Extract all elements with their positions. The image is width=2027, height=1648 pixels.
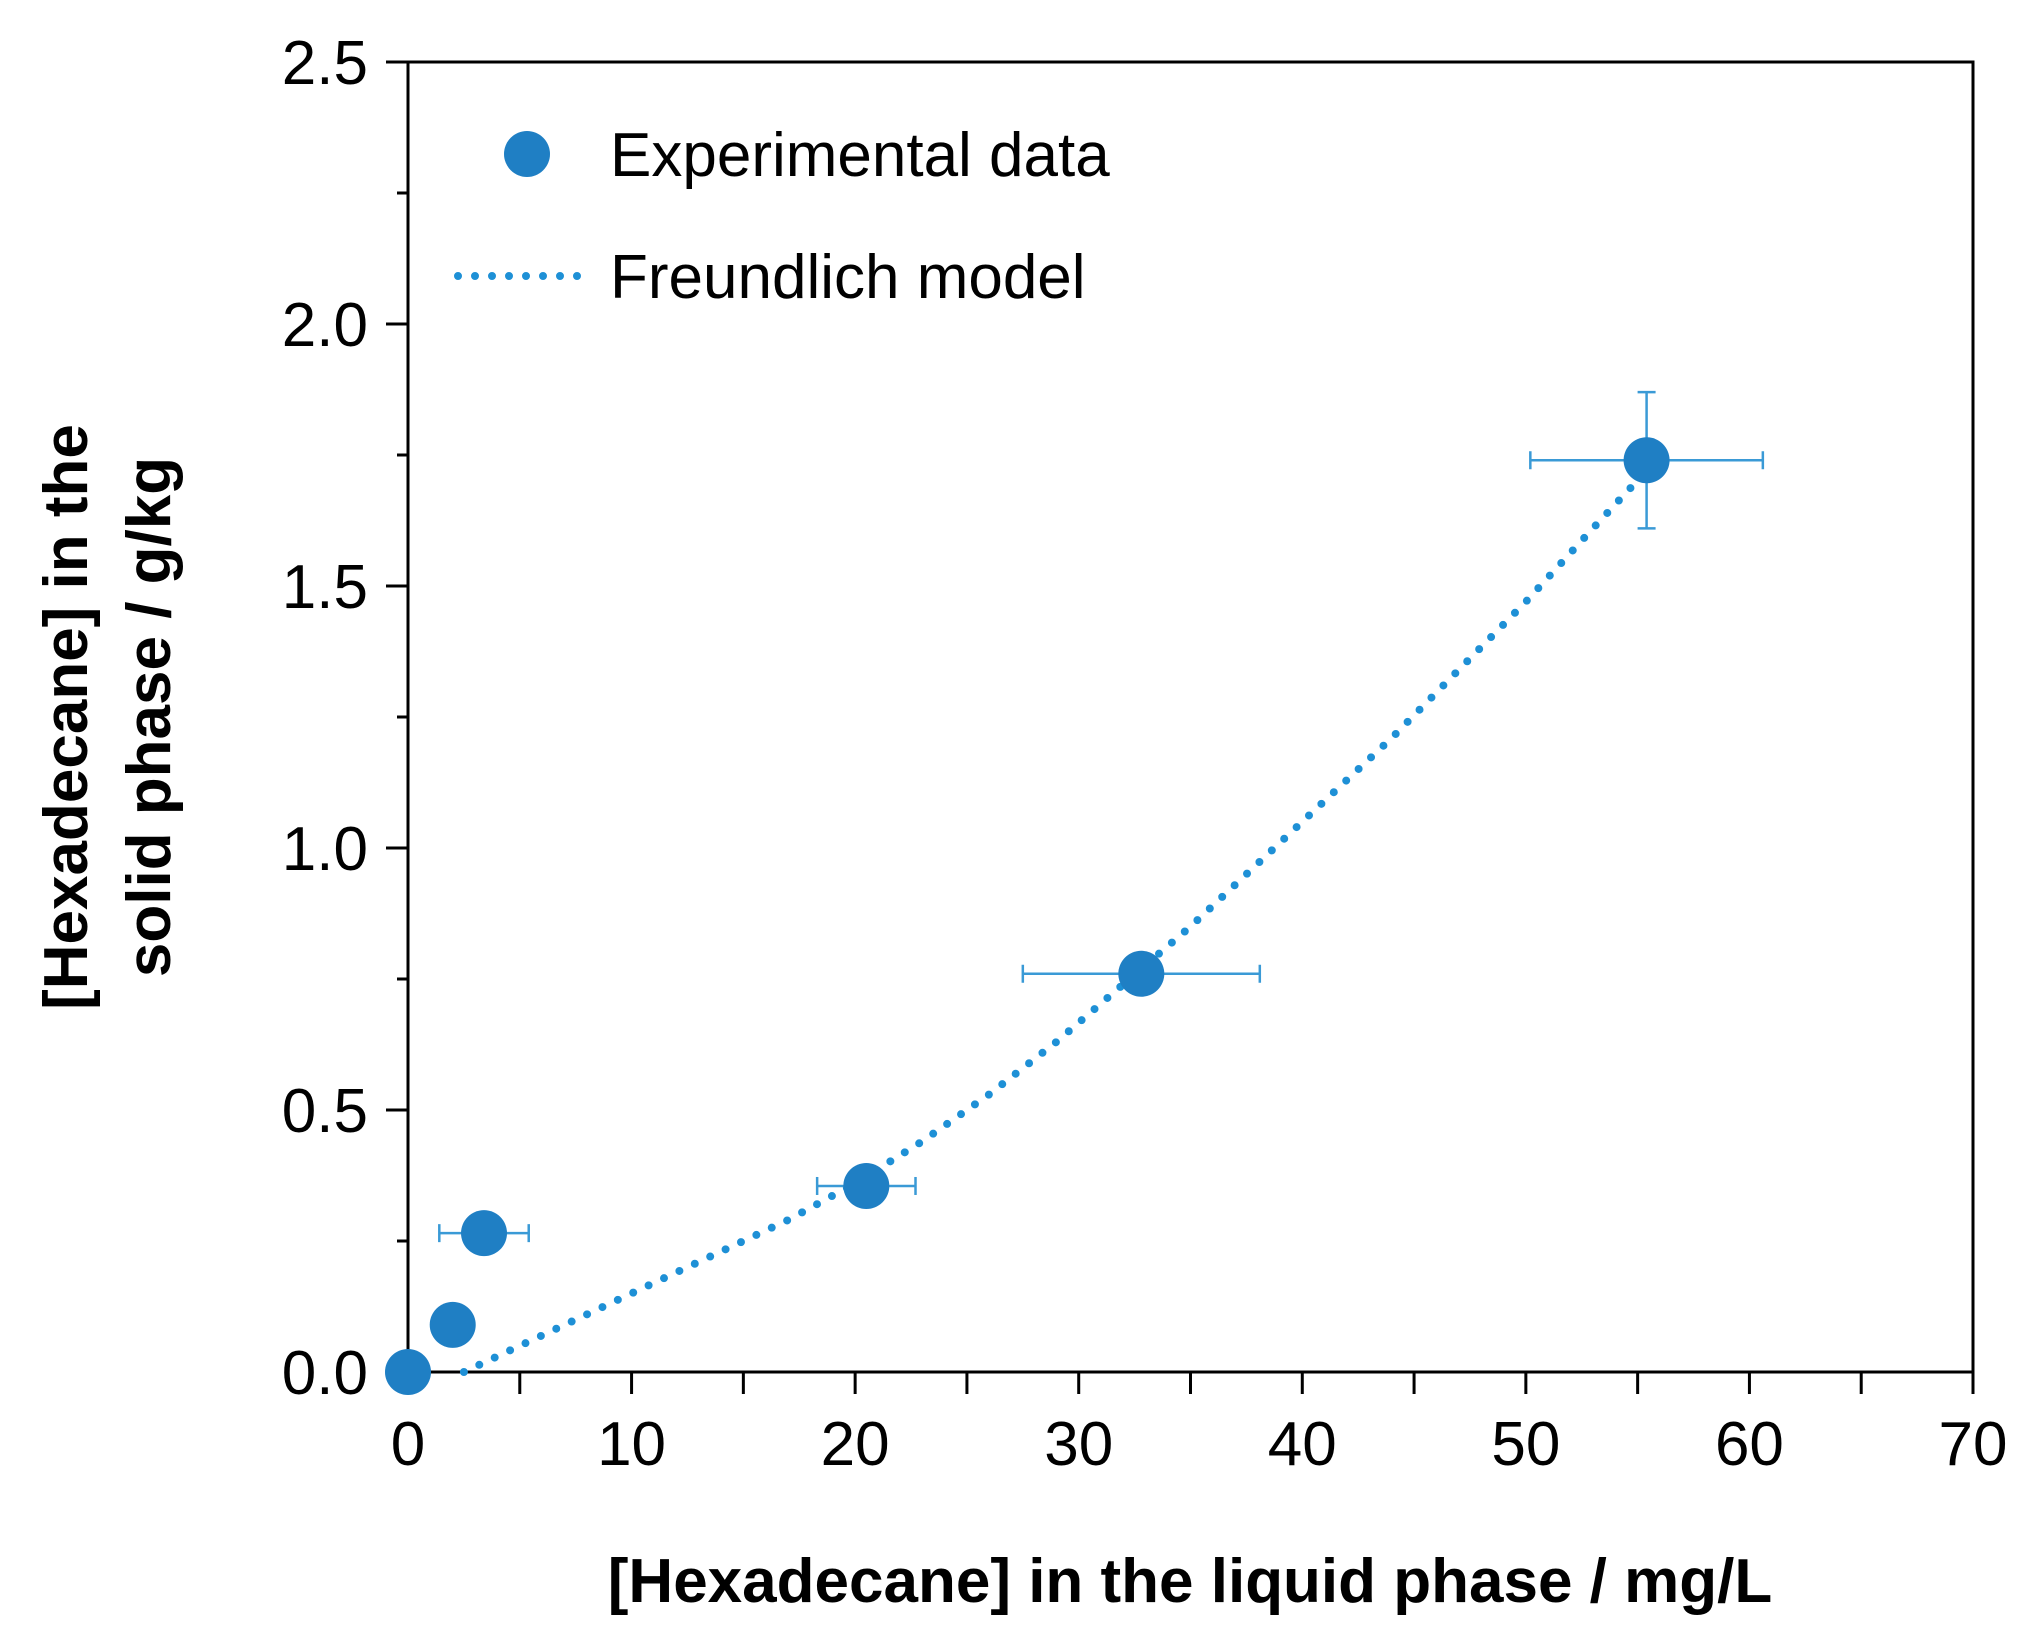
y-tick-label: 2.5 [282, 29, 368, 98]
data-point [1623, 437, 1670, 484]
x-tick-label: 10 [597, 1410, 666, 1479]
x-tick-label: 60 [1715, 1410, 1784, 1479]
freundlich-model-curve [459, 466, 1651, 1376]
error-bars [438, 390, 1765, 1243]
legend-label-freundlich: Freundlich model [610, 243, 1086, 312]
y-tick-label: 0.0 [282, 1339, 368, 1408]
y-tick-label: 1.0 [282, 815, 368, 884]
y-tick-labels: 0.0 0.5 1.0 1.5 2.0 2.5 [282, 29, 368, 1408]
legend-marker-experimental [504, 131, 550, 177]
freundlich-model-line [459, 466, 1651, 1376]
x-tick-label: 50 [1491, 1410, 1560, 1479]
legend: Experimental data Freundlich model [454, 121, 1110, 312]
x-tick-label: 30 [1044, 1410, 1113, 1479]
x-tick-labels: 0 10 20 30 40 50 60 70 [391, 1410, 2008, 1479]
data-point [385, 1349, 431, 1395]
plot-frame [406, 60, 1975, 1374]
experimental-data-points [385, 437, 1670, 1395]
minor-ticks [397, 191, 1863, 1394]
data-point [429, 1301, 476, 1348]
y-axis-label: [Hexadecane] in the solid phase / g/kg [32, 424, 184, 1010]
y-tick-label: 2.0 [282, 291, 368, 360]
data-point [1118, 950, 1165, 997]
y-tick-label: 1.5 [282, 553, 368, 622]
x-tick-label: 70 [1939, 1410, 2008, 1479]
y-axis-label-line-2: solid phase / g/kg [115, 457, 184, 977]
y-tick-label: 0.5 [282, 1077, 368, 1146]
x-tick-label: 20 [821, 1410, 890, 1479]
x-axis-label: [Hexadecane] in the liquid phase / mg/L [608, 1547, 1772, 1616]
data-point [461, 1210, 508, 1257]
y-axis-label-line-1: [Hexadecane] in the [32, 424, 101, 1010]
x-tick-label: 40 [1268, 1410, 1337, 1479]
x-tick-label: 0 [391, 1410, 425, 1479]
data-point [843, 1162, 890, 1209]
legend-label-experimental: Experimental data [610, 121, 1110, 190]
